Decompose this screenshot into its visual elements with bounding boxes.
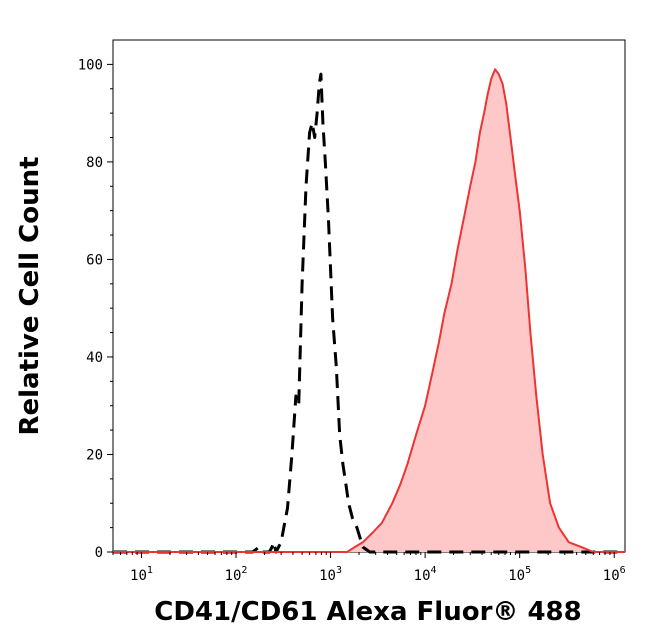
plot-frame	[112, 39, 626, 553]
y-axis-title: Relative Cell Count	[15, 156, 45, 435]
y-tick-label: 60	[86, 252, 103, 268]
series-2-line	[113, 68, 625, 553]
y-tick-label: 80	[86, 155, 103, 171]
series-lines	[113, 68, 625, 554]
x-tick-label: 103	[319, 565, 342, 584]
y-axis: 0 20 40 60 80 100	[78, 57, 113, 561]
x-axis: 101 102 103 104 105 106	[112, 552, 626, 584]
y-tick-label: 0	[95, 545, 103, 561]
y-tick-label: 20	[86, 447, 103, 463]
filled-areas	[113, 69, 625, 553]
x-tick-label: 102	[225, 565, 248, 584]
y-tick-label: 100	[78, 57, 103, 73]
x-tick-label: 101	[130, 565, 153, 584]
series-2-area	[113, 69, 625, 553]
x-tick-label: 104	[414, 565, 437, 584]
series-1-line	[113, 72, 625, 554]
x-axis-title: CD41/CD61 Alexa Fluor® 488	[154, 597, 581, 627]
x-tick-label: 106	[603, 565, 626, 584]
x-tick-label: 105	[508, 565, 531, 584]
y-tick-label: 40	[86, 350, 103, 366]
